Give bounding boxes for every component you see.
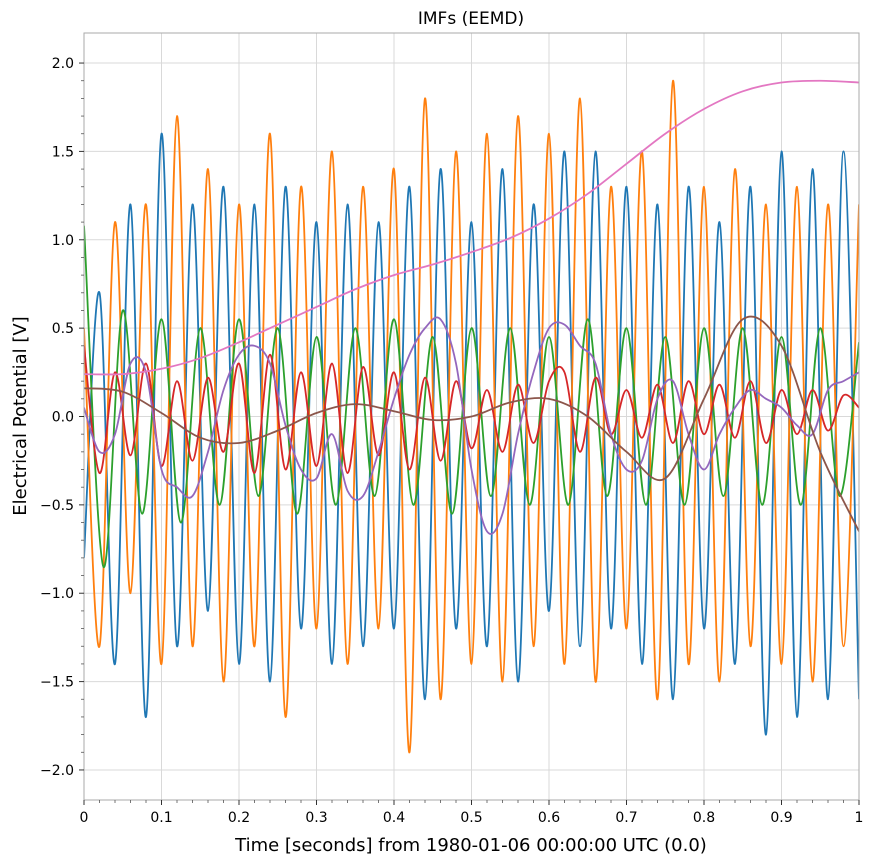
x-tick-label: 1 bbox=[855, 810, 864, 826]
y-tick-label: −1.5 bbox=[40, 675, 74, 691]
x-tick-label: 0.1 bbox=[150, 810, 172, 826]
x-tick-label: 0.2 bbox=[228, 810, 250, 826]
y-tick-label: 1.5 bbox=[52, 144, 74, 160]
y-tick-label: 1.0 bbox=[52, 233, 74, 249]
x-tick-label: 0.4 bbox=[383, 810, 405, 826]
y-tick-label: 0.0 bbox=[52, 410, 74, 426]
series-line-imf-7 bbox=[84, 79, 859, 376]
x-tick-label: 0 bbox=[80, 810, 89, 826]
x-tick-label: 0.5 bbox=[460, 810, 482, 826]
series-line-imf-6 bbox=[84, 315, 859, 532]
y-tick-label: −1.0 bbox=[40, 586, 74, 602]
series-line-imf-5 bbox=[84, 316, 859, 535]
series-line-imf-4 bbox=[84, 345, 859, 474]
y-axis-label: Electrical Potential [V] bbox=[10, 316, 31, 515]
x-tick-label: 0.3 bbox=[305, 810, 327, 826]
x-tick-label: 0.8 bbox=[693, 810, 715, 826]
y-tick-label: −0.5 bbox=[40, 498, 74, 514]
series-group bbox=[84, 79, 859, 754]
x-axis-label: Time [seconds] from 1980-01-06 00:00:00 … bbox=[234, 835, 707, 856]
x-tick-label: 0.6 bbox=[538, 810, 560, 826]
y-tick-label: 0.5 bbox=[52, 321, 74, 337]
y-tick-label: 2.0 bbox=[52, 56, 74, 72]
x-axis: 0 0.1 0.2 0.3 0.4 0.5 0.6 0.7 0.8 0.9 1 bbox=[80, 800, 864, 826]
series-line-imf-3 bbox=[84, 225, 859, 568]
y-tick-label: −2.0 bbox=[40, 763, 74, 779]
x-tick-label: 0.7 bbox=[615, 810, 637, 826]
x-tick-label: 0.9 bbox=[770, 810, 792, 826]
chart-title: IMFs (EEMD) bbox=[418, 9, 524, 29]
y-axis: 2.0 1.5 1.0 0.5 0.0 −0.5 −1.0 −1.5 −2.0 bbox=[40, 56, 84, 779]
